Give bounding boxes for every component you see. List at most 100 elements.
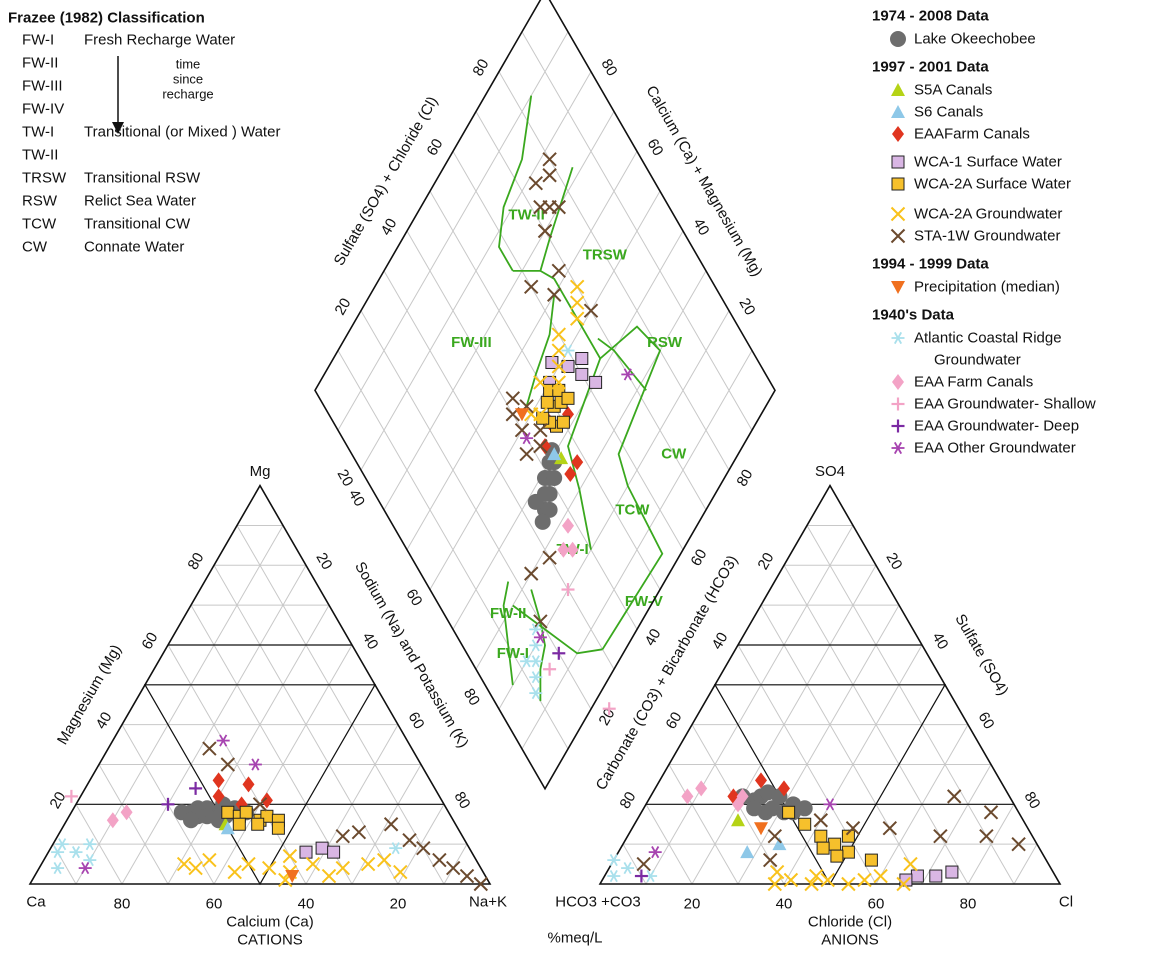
data-points (51, 152, 1026, 892)
point-precipitation-median--shape (754, 822, 768, 836)
point-sta-1w-groundwater-shape (514, 422, 530, 438)
point-sta-1w-groundwater-shape (416, 840, 431, 856)
point-s6-canals (547, 447, 562, 461)
legend-label-wca-1-surface-water: WCA-1 Surface Water (914, 154, 1062, 171)
point-wca-2a-groundwater (305, 856, 321, 872)
point-wca-2a-groundwater-shape (551, 327, 567, 342)
point-wca-1-surface-water-shape (899, 873, 913, 887)
point-precipitation-median--shape (515, 408, 529, 422)
point-eaa-groundwater-shallow (602, 702, 616, 716)
anion-right-tick: 80 (1020, 789, 1043, 812)
legend-group-title: 1940's Data (872, 307, 955, 324)
anion-triangle-grid-a (921, 764, 992, 885)
point-wca-1-surface-water (945, 865, 959, 879)
point-eaafarm-canals-shape (755, 772, 767, 789)
point-sta-1w-groundwater (946, 789, 962, 804)
point-eaa-farm-canals-shape (695, 780, 708, 797)
point-sta-1w-groundwater (542, 152, 557, 167)
point-eaa-farm-canals-shape (557, 541, 570, 558)
point-sta-1w-groundwater-shape (459, 868, 475, 884)
legend-group-title: 1997 - 2001 Data (872, 59, 989, 76)
point-wca-2a-surface-water (782, 805, 796, 819)
point-sta-1w-groundwater (983, 805, 999, 820)
point-sta-1w-groundwater (351, 825, 367, 840)
point-wca-2a-groundwater-shape (335, 860, 351, 876)
point-sta-1w-groundwater-shape (813, 813, 829, 828)
point-sta-1w-groundwater (882, 821, 898, 836)
anion-right-tick: 20 (882, 550, 905, 573)
point-s6-canals-shape (772, 837, 787, 851)
cation-left-tick: 20 (46, 789, 69, 812)
point-sta-1w-groundwater (542, 550, 557, 565)
point-eaafarm-canals (212, 772, 225, 789)
point-s6-canals-shape (740, 845, 755, 859)
point-sta-1w-groundwater (537, 223, 553, 239)
point-wca-2a-groundwater-shape (808, 868, 824, 884)
legend-label-atlantic-coastal-ridge-2: Groundwater (934, 352, 1021, 369)
cation-triangle-grid-b (236, 525, 445, 885)
legend-marker-s6-canals-shape (891, 105, 905, 118)
field-boundary (525, 294, 556, 407)
point-eaafarm-canals (755, 772, 767, 789)
point-wca-1-surface-water-shape (299, 845, 313, 859)
point-sta-1w-groundwater (979, 828, 994, 844)
diamond-lower-left-tick: 60 (402, 586, 425, 609)
point-atlantic-coastal-ridge-shape (71, 846, 81, 859)
point-wca-2a-surface-water (561, 391, 575, 405)
class-code-tw-i: TW-I (22, 124, 54, 141)
point-precipitation-median- (515, 408, 529, 422)
anion-triangle-grid-a (645, 525, 854, 885)
point-sta-1w-groundwater-shape (220, 757, 236, 772)
legend-marker-wca-1-surface-water-shape (891, 155, 905, 169)
diamond-upper-right-tick: 20 (735, 295, 758, 318)
legend-label-eaafarm-canals: EAAFarm Canals (914, 126, 1030, 143)
diamond-grid-a (406, 151, 638, 550)
diamond-upper-right-axis-label: Calcium (Ca) + Magnesium (Mg) (642, 83, 765, 280)
point-s6-canals (220, 821, 235, 835)
legend-label-eaa-groundwater-deep: EAA Groundwater- Deep (914, 418, 1079, 435)
point-sta-1w-groundwater (383, 817, 399, 832)
point-wca-2a-surface-water-shape (221, 805, 235, 819)
point-eaa-groundwater-shallow (543, 662, 557, 676)
point-wca-2a-surface-water (841, 829, 855, 843)
anion-bottom-tick: 20 (684, 896, 701, 913)
point-wca-2a-groundwater-shape (321, 868, 337, 884)
point-wca-2a-surface-water-shape (841, 845, 855, 859)
point-eaa-groundwater-deep (161, 797, 175, 811)
apex-label-ca: Ca (26, 894, 46, 911)
point-sta-1w-groundwater (459, 868, 475, 884)
class-desc-tcw: Transitional CW (84, 216, 191, 233)
point-eaafarm-canals-shape (571, 454, 584, 471)
point-precipitation-median- (285, 870, 300, 884)
point-eaa-farm-canals (732, 796, 744, 813)
anion-left-tick: 40 (708, 630, 731, 653)
field-label: RSW (647, 334, 683, 351)
point-atlantic-coastal-ridge (389, 842, 403, 855)
field-label: CW (661, 446, 687, 463)
point-lake-okeechobee (546, 470, 563, 487)
class-code-fw-i: FW-I (22, 32, 54, 49)
point-wca-2a-groundwater-shape (376, 852, 392, 868)
point-eaa-farm-canals-shape (120, 804, 133, 821)
point-sta-1w-groundwater-shape (546, 287, 562, 302)
point-wca-2a-surface-water-shape (816, 841, 830, 855)
point-sta-1w-groundwater-shape (636, 856, 651, 872)
point-atlantic-coastal-ridge (529, 671, 543, 684)
diamond-lower-right-tick: 20 (595, 706, 618, 729)
point-wca-2a-groundwater (873, 868, 888, 884)
point-sta-1w-groundwater-shape (767, 828, 783, 844)
point-eaa-other-groundwater-shape (219, 734, 228, 747)
point-sta-1w-groundwater (767, 828, 783, 844)
point-sta-1w-groundwater (813, 813, 829, 828)
point-wca-2a-groundwater-shape (261, 860, 277, 876)
class-code-rsw: RSW (22, 193, 58, 210)
point-sta-1w-groundwater (528, 176, 544, 191)
point-wca-2a-groundwater-shape (305, 856, 321, 872)
point-lake-okeechobee-shape (527, 493, 544, 510)
cation-bottom-axis-label: Calcium (Ca) (226, 914, 314, 931)
cation-triangle-grid-a (397, 804, 445, 885)
point-s5a-canals (731, 813, 745, 827)
point-wca-2a-groundwater (903, 856, 918, 872)
point-atlantic-coastal-ridge (55, 838, 69, 851)
